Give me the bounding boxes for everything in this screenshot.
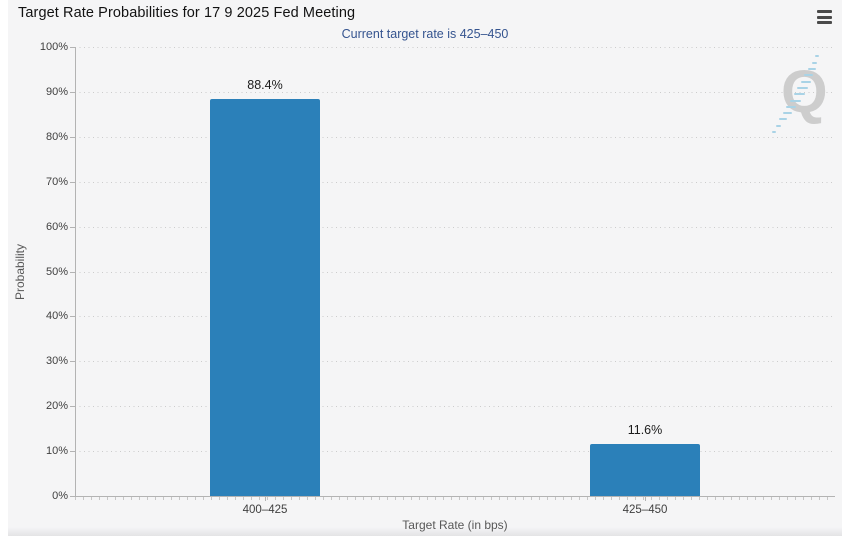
y-axis-tick [70,91,75,93]
y-gridline [75,226,835,228]
watermark-dash [800,80,811,83]
watermark-dash [779,118,787,121]
y-tick-label: 0% [52,490,68,502]
x-axis-tick [645,497,646,501]
y-tick-label: 40% [45,310,68,323]
y-axis-tick [70,181,75,183]
y-tick-label: 100% [39,41,68,53]
probability-bar[interactable] [590,443,700,496]
x-category-label: 425–450 [622,504,668,516]
x-axis-tick [265,497,266,501]
panel-bottom-shade [8,527,842,536]
y-tick-label: 60% [45,220,68,233]
y-tick-label: 90% [45,85,68,98]
y-gridline [75,181,835,183]
y-axis-tick [70,226,75,228]
y-gridline [75,91,835,93]
watermark-q-logo: Q [781,58,828,125]
watermark-dash [797,86,808,89]
watermark-dash [808,68,816,70]
watermark-dash [793,93,805,96]
watermark-dash [790,99,801,102]
y-axis-tick [70,406,75,408]
watermark-dash [775,124,782,127]
y-tick-label: 10% [45,445,68,458]
y-axis-tick [70,47,75,48]
y-axis-tick [70,451,75,453]
watermark-dash [782,112,792,115]
y-gridline [75,361,835,363]
y-gridline [75,451,835,453]
y-axis-line [75,47,76,496]
y-axis-tick [70,496,75,497]
chart-subtitle: Current target rate is 425–450 [341,27,509,41]
x-axis-line [75,496,835,497]
chart-context-menu-button[interactable] [813,7,835,27]
bar-value-label: 88.4% [247,78,283,93]
x-axis-minor-ticks [75,497,835,500]
y-gridline [75,47,835,48]
probability-bar[interactable] [210,99,320,496]
hamburger-menu-icon [816,21,832,24]
y-axis-title: Probability [13,243,27,301]
y-axis-tick [70,136,75,138]
watermark-dash [815,55,820,58]
y-tick-label: 70% [45,175,68,188]
chart-panel: Target Rate Probabilities for 17 9 2025 … [8,0,842,536]
hamburger-menu-icon [816,10,832,13]
watermark-dash [804,74,814,77]
y-tick-label: 30% [45,355,68,368]
x-category-label: 400–425 [242,504,288,516]
chart-title: Target Rate Probabilities for 17 9 2025 … [18,5,356,21]
y-tick-label: 20% [45,400,68,413]
y-tick-label: 80% [45,130,68,143]
y-axis-tick [70,361,75,363]
y-gridline [75,271,835,273]
y-axis-tick [70,271,75,273]
hamburger-menu-icon [816,15,832,19]
bar-value-label: 11.6% [627,422,663,437]
watermark-dash [811,61,818,64]
x-axis-title: Target Rate (in bps) [402,518,508,532]
watermark-dash [786,105,797,108]
y-axis-tick [70,316,75,318]
y-tick-label: 50% [45,265,68,278]
watermark-dash [772,131,776,133]
y-gridline [75,316,835,318]
y-gridline [75,406,835,408]
y-gridline [75,136,835,138]
